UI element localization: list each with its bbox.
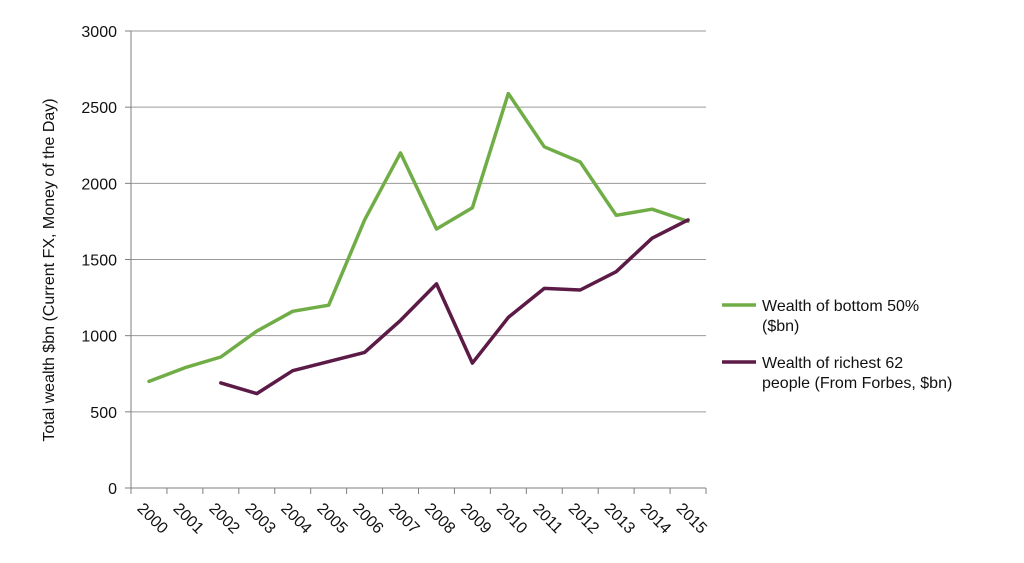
x-tick-label: 2011 (529, 501, 565, 537)
x-tick-label: 2013 (601, 500, 638, 537)
x-tick-label: 2010 (493, 500, 530, 537)
legend-label-1: ($bn) (762, 318, 799, 335)
y-tick-label: 500 (90, 405, 117, 422)
grid-lines (131, 30, 706, 413)
x-tick-label: 2008 (421, 500, 458, 537)
x-tick-label: 2014 (637, 500, 674, 537)
x-tick-label: 2002 (205, 500, 242, 537)
series-line-1 (147, 91, 690, 384)
x-tick-label: 2015 (673, 500, 710, 537)
y-tick-label: 2000 (81, 176, 117, 193)
legend-label-2: Wealth of richest 62 (762, 355, 903, 372)
x-tick-label: 2012 (565, 500, 602, 537)
y-tick-labels: 0 500 1000 1500 2000 2500 3000 (81, 24, 117, 498)
x-tick-label: 2007 (385, 500, 422, 537)
legend: Wealth of bottom 50% ($bn) Wealth of riche… (722, 298, 952, 392)
y-tick-label: 3000 (81, 24, 117, 41)
series-line-2 (219, 218, 690, 396)
y-tick-label: 0 (108, 481, 117, 498)
x-tick-label: 2006 (349, 500, 386, 537)
y-tick-label: 2500 (81, 100, 117, 117)
y-axis-title: Total wealth $bn (Current FX, Money of t… (41, 98, 58, 441)
x-tick-label: 2009 (457, 500, 494, 537)
x-tick-label: 2003 (241, 500, 278, 537)
x-tick-label: 2004 (277, 500, 314, 537)
data-series (147, 91, 690, 396)
x-tick-label: 2001 (169, 500, 206, 537)
x-tick-label: 2000 (134, 500, 171, 537)
x-tick-labels: 2000200120022003200420052006200720082009… (134, 500, 710, 537)
x-tick-label: 2005 (313, 500, 350, 537)
legend-label-2: people (From Forbes, $bn) (762, 375, 952, 392)
y-tick-label: 1500 (81, 253, 117, 270)
axes (125, 30, 707, 494)
y-tick-label: 1000 (81, 329, 117, 346)
legend-label-1: Wealth of bottom 50% (762, 298, 919, 315)
